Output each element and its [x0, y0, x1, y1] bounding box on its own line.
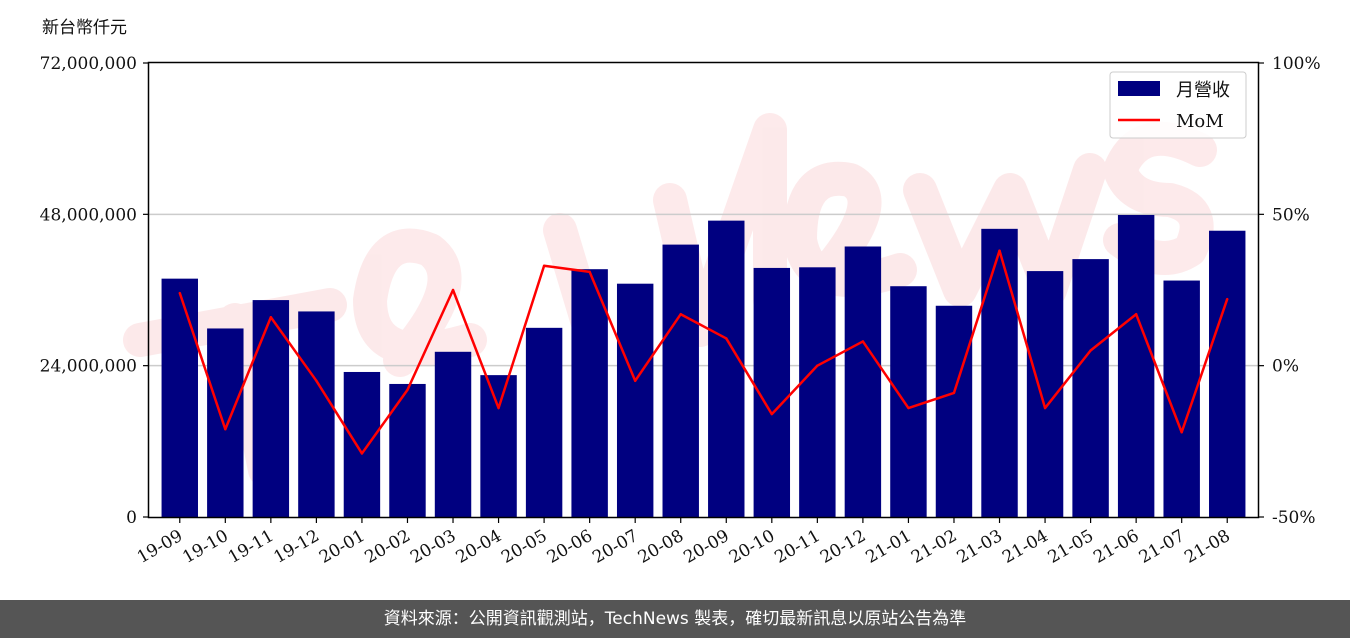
- bar-20-12: [844, 246, 882, 517]
- mom-point-21-06: [1134, 313, 1138, 316]
- mom-point-20-12: [861, 340, 865, 343]
- bar-21-08: [1209, 230, 1246, 517]
- x-tick-label-20-01: 20-01: [316, 526, 368, 568]
- x-tick-label-20-09: 20-09: [680, 526, 732, 568]
- left-tick-label: 0: [126, 508, 137, 528]
- chart: 新台幣仟元 0 24,000,000 48,000,000 72,000,000 -5…: [40, 18, 1321, 568]
- mom-point-19-11: [269, 316, 273, 319]
- right-tick-label: 50%: [1272, 205, 1310, 225]
- mom-point-20-11: [816, 364, 819, 367]
- x-tick-label-20-11: 20-11: [771, 526, 823, 568]
- mom-point-21-03: [998, 249, 1001, 252]
- bar-19-11: [252, 300, 290, 517]
- left-tick-label: 72,000,000: [40, 54, 137, 74]
- mom-point-21-08: [1226, 297, 1229, 301]
- mom-point-20-01: [360, 452, 364, 455]
- x-tick-label-21-07: 21-07: [1136, 526, 1188, 568]
- mom-point-21-01: [907, 406, 910, 410]
- x-axis: 19-0919-1019-1119-1220-0120-0220-0320-04…: [134, 517, 1234, 568]
- left-y-axis: 0 24,000,000 48,000,000 72,000,000: [40, 54, 149, 528]
- bar-19-12: [298, 311, 335, 517]
- mom-point-20-02: [406, 388, 409, 392]
- x-tick-label-20-12: 20-12: [817, 526, 869, 568]
- plot-frame: [147, 61, 1260, 519]
- x-tick-label-21-01: 21-01: [862, 526, 914, 568]
- bar-series-revenue: [161, 214, 1246, 518]
- legend-revenue-label: 月營收: [1176, 80, 1230, 101]
- mom-point-20-09: [725, 337, 728, 340]
- legend: 月營收 MoM: [1109, 71, 1247, 139]
- right-y-axis: -50% 0% 50% 100%: [1258, 54, 1321, 528]
- right-tick-label: 100%: [1272, 54, 1321, 74]
- mom-point-20-10: [770, 412, 774, 416]
- bar-20-09: [708, 220, 745, 517]
- bar-19-09: [161, 278, 198, 517]
- mom-point-21-04: [1043, 406, 1047, 410]
- x-tick-label-20-08: 20-08: [635, 526, 687, 568]
- mom-point-19-09: [178, 291, 181, 295]
- bar-21-01: [890, 286, 927, 517]
- bar-20-04: [480, 375, 517, 517]
- legend-revenue-swatch: [1118, 81, 1160, 96]
- x-tick-label-20-06: 20-06: [544, 526, 596, 568]
- x-tick-label-21-05: 21-05: [1045, 526, 1097, 568]
- bar-20-06: [571, 269, 608, 517]
- left-tick-label: 48,000,000: [40, 205, 137, 225]
- bar-20-02: [389, 383, 426, 517]
- x-tick-label-21-04: 21-04: [999, 526, 1051, 568]
- bar-19-10: [207, 328, 244, 517]
- x-tick-label-21-06: 21-06: [1090, 526, 1142, 568]
- bar-20-07: [616, 283, 654, 517]
- line-series-mom: [178, 249, 1229, 455]
- mom-point-21-07: [1180, 431, 1183, 434]
- x-tick-label-19-10: 19-10: [179, 526, 231, 568]
- bar-20-01: [343, 371, 381, 517]
- x-tick-label-20-05: 20-05: [498, 526, 550, 568]
- bar-21-04: [1026, 271, 1064, 517]
- bar-21-03: [981, 228, 1018, 517]
- mom-point-20-08: [679, 313, 682, 316]
- mom-line: [178, 249, 1229, 455]
- x-tick-label-20-02: 20-02: [362, 526, 414, 568]
- mom-point-20-04: [497, 406, 500, 410]
- right-tick-label: 0%: [1272, 357, 1299, 377]
- mom-point-20-06: [588, 270, 591, 274]
- bar-21-05: [1072, 259, 1109, 517]
- x-tick-label-20-04: 20-04: [453, 526, 505, 568]
- bar-21-06: [1117, 214, 1155, 518]
- mom-point-19-12: [315, 379, 318, 382]
- mom-point-20-05: [542, 264, 546, 267]
- x-tick-label-21-03: 21-03: [954, 526, 1006, 568]
- x-tick-label-21-02: 21-02: [908, 526, 960, 568]
- right-tick-label: -50%: [1272, 508, 1316, 528]
- x-tick-label-19-12: 19-12: [270, 526, 322, 568]
- y-axis-unit-label: 新台幣仟元: [42, 18, 127, 38]
- x-tick-label-20-10: 20-10: [726, 526, 778, 568]
- source-footer: 資料來源：公開資訊觀測站，TechNews 製表，確切最新訊息以原站公告為準: [0, 600, 1350, 638]
- legend-mom-label: MoM: [1176, 111, 1224, 132]
- x-tick-label-19-09: 19-09: [134, 526, 186, 568]
- bar-20-11: [799, 267, 836, 517]
- bar-21-02: [935, 305, 973, 517]
- mom-point-20-07: [633, 379, 637, 382]
- mom-point-20-03: [451, 288, 455, 292]
- mom-point-21-05: [1089, 349, 1092, 352]
- x-tick-label-20-07: 20-07: [589, 526, 641, 568]
- bar-20-08: [662, 244, 699, 517]
- mom-point-19-10: [224, 428, 227, 431]
- x-tick-label-19-11: 19-11: [225, 526, 277, 568]
- x-tick-label-20-03: 20-03: [407, 526, 459, 568]
- bar-20-05: [525, 327, 563, 517]
- x-tick-label-21-08: 21-08: [1181, 526, 1233, 568]
- left-tick-label: 24,000,000: [40, 357, 137, 377]
- bar-20-03: [434, 351, 472, 517]
- mom-point-21-02: [952, 391, 956, 395]
